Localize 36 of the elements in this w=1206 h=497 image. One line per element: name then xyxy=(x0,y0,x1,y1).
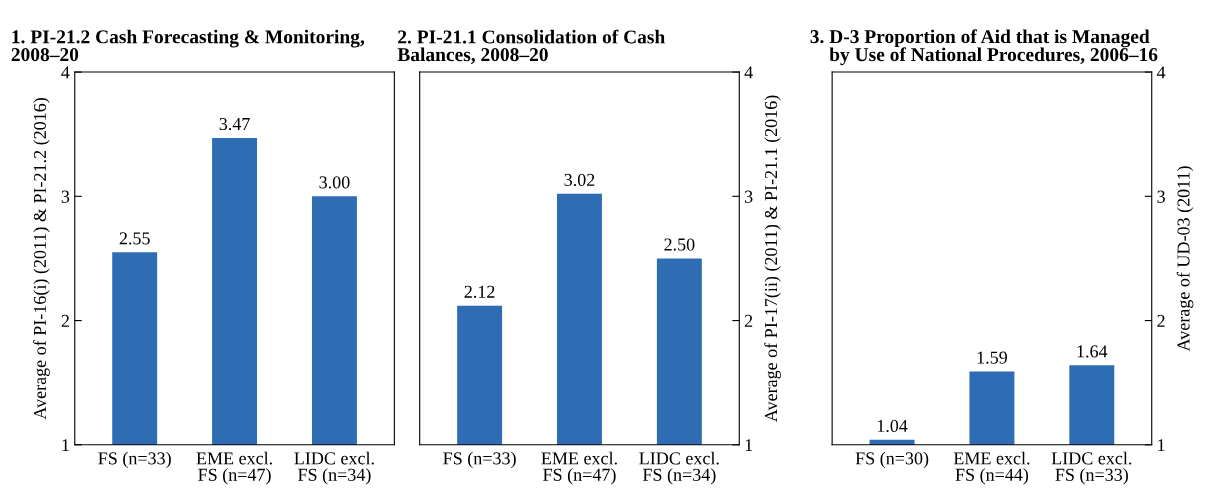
x-tick-label: FS (n=30) xyxy=(855,451,929,469)
x-tick-label: LIDC excl. FS (n=33) xyxy=(1051,451,1132,485)
x-tick-label: FS (n=33) xyxy=(98,451,171,469)
data-label: 1.04 xyxy=(877,419,908,433)
y2-tick-label: 4 xyxy=(744,66,753,79)
y2-tick-label: 4 xyxy=(1156,66,1166,79)
data-label: 3.00 xyxy=(319,176,350,189)
y2-tick-label: 2 xyxy=(744,314,753,327)
y2-tick-label: 1 xyxy=(745,439,753,452)
chart-title: 1. PI-21.2 Cash Forecasting & Monitoring, 2008–20 xyxy=(11,29,365,62)
y2-axis-title: Average of PI-17(ii) (2011) & PI-21.1 (2016) xyxy=(764,95,781,422)
y2-tick-label: 3 xyxy=(745,190,753,203)
data-label: 3.47 xyxy=(219,117,250,131)
x-tick-label: LIDC excl. FS (n=34) xyxy=(294,451,374,485)
y-tick-label: 3 xyxy=(61,190,70,203)
chart-title: 3. D-3 Proportion of Aid that is Managed by Use of National Procedures, 2006–16 xyxy=(810,29,1158,66)
x-tick-label: LIDC excl. FS (n=34) xyxy=(639,451,719,485)
y-axis-title: Average of PI-16(i) (2011) & PI-21.2 (2016) xyxy=(33,98,50,420)
data-label: 2.12 xyxy=(464,285,495,298)
chart-title: 2. PI-21.1 Consolidation of Cash Balances, 2008–20 xyxy=(397,29,665,64)
y-tick-label: 1 xyxy=(62,439,69,452)
data-label: 1.59 xyxy=(977,351,1007,364)
data-label: 1.64 xyxy=(1077,345,1108,358)
x-tick-label: EME excl. FS (n=47) xyxy=(541,451,617,485)
x-tick-label: EME excl. FS (n=44) xyxy=(953,451,1030,485)
y2-tick-label: 2 xyxy=(1157,314,1165,327)
y-tick-label: 4 xyxy=(61,66,70,79)
data-label: 3.02 xyxy=(564,173,595,187)
data-label: 2.55 xyxy=(119,232,150,245)
y2-tick-label: 3 xyxy=(1157,190,1165,203)
y2-axis-title: Average of UD-03 (2011) xyxy=(1176,166,1194,352)
x-tick-label: FS (n=33) xyxy=(443,451,516,469)
y-tick-label: 2 xyxy=(61,314,69,327)
data-label: 2.50 xyxy=(664,238,695,251)
x-tick-label: EME excl. FS (n=47) xyxy=(196,451,272,485)
y2-tick-label: 1 xyxy=(1158,439,1165,452)
